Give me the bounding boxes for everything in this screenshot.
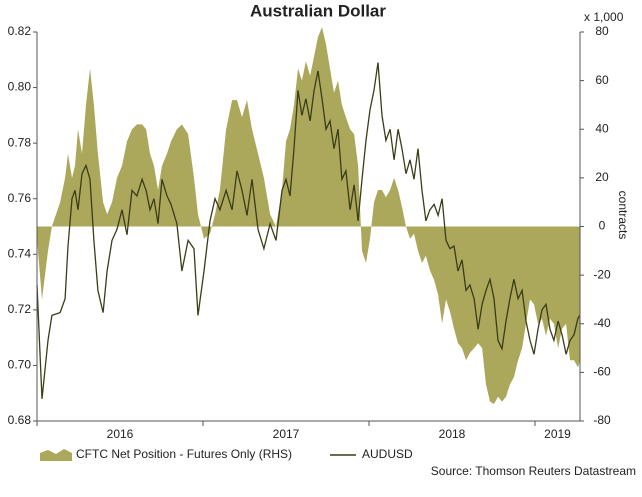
chart-title: Australian Dollar bbox=[250, 1, 386, 20]
y2-tick-label: 0 bbox=[599, 219, 606, 233]
y-tick-label: 0.68 bbox=[8, 413, 32, 427]
y2-tick-label: -80 bbox=[593, 413, 611, 427]
x-tick-label: 2016 bbox=[107, 427, 134, 441]
y-tick-label: 0.72 bbox=[8, 302, 32, 316]
x-tick-label: 2019 bbox=[544, 427, 571, 441]
y2-tick-label: 60 bbox=[595, 73, 609, 87]
y2-tick-label: 40 bbox=[595, 121, 609, 135]
y2-unit: x 1,000 bbox=[584, 10, 624, 24]
legend-label: AUDUSD bbox=[362, 447, 413, 461]
area bbox=[37, 27, 580, 404]
y-tick-label: 0.78 bbox=[8, 135, 32, 149]
y-tick-label: 0.74 bbox=[8, 246, 32, 260]
y-tick-label: 0.82 bbox=[8, 24, 32, 38]
y-tick-label: 0.80 bbox=[8, 80, 32, 94]
y2-tick-label: -60 bbox=[593, 365, 611, 379]
y2-tick-label: -20 bbox=[593, 267, 611, 281]
y2-tick-label: 80 bbox=[595, 24, 609, 38]
y-tick-label: 0.70 bbox=[8, 358, 32, 372]
y2-axis-label: contracts bbox=[616, 191, 630, 240]
x-tick-label: 2017 bbox=[273, 427, 300, 441]
source: Source: Thomson Reuters Datastream bbox=[431, 464, 636, 478]
x-tick-label: 2018 bbox=[439, 427, 466, 441]
y2-tick-label: -40 bbox=[593, 316, 611, 330]
y-tick-label: 0.76 bbox=[8, 191, 32, 205]
legend-swatch bbox=[40, 449, 72, 461]
legend-label: CFTC Net Position - Futures Only (RHS) bbox=[76, 447, 292, 461]
line bbox=[36, 62, 581, 399]
y2-tick-label: 20 bbox=[595, 170, 609, 184]
